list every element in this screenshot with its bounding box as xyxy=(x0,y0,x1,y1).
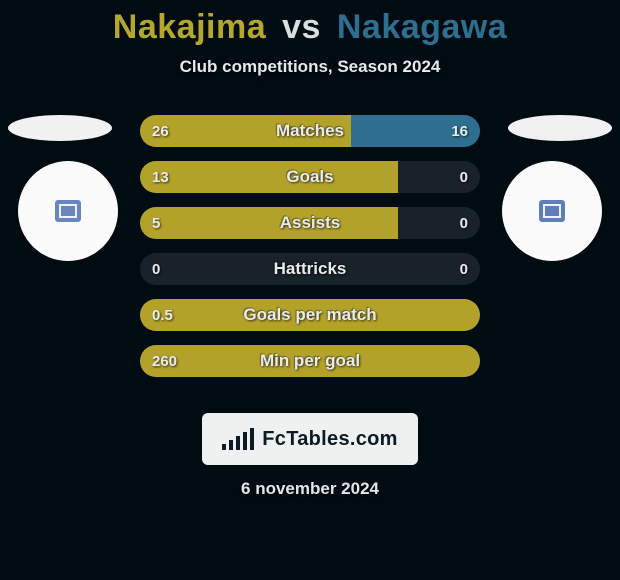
stat-row: 260Min per goal xyxy=(140,345,480,377)
left-player-badges xyxy=(0,115,130,395)
stat-bar-right xyxy=(351,115,480,147)
fctables-logo: FcTables.com xyxy=(202,413,418,465)
stat-row: 130Goals xyxy=(140,161,480,193)
logo-bars-icon xyxy=(222,428,254,450)
stat-bar-left xyxy=(140,161,398,193)
stat-bar-left xyxy=(140,115,351,147)
logo-text: FcTables.com xyxy=(262,428,398,451)
stat-row: 0.5Goals per match xyxy=(140,299,480,331)
date-label: 6 november 2024 xyxy=(0,479,620,499)
stat-value-left: 0 xyxy=(152,253,160,285)
stat-bar-left xyxy=(140,207,398,239)
comparison-title: Nakajima vs Nakagawa xyxy=(0,0,620,47)
stat-row: 2616Matches xyxy=(140,115,480,147)
stat-bar-left xyxy=(140,345,480,377)
vs-label: vs xyxy=(282,8,321,46)
right-flag-icon xyxy=(508,115,612,141)
left-club-badge-icon xyxy=(55,200,81,222)
right-player-badges xyxy=(490,115,620,395)
player1-name: Nakajima xyxy=(113,8,266,46)
stat-row: 0 0Hattricks xyxy=(140,253,480,285)
right-club-badge-icon xyxy=(539,200,565,222)
stat-value-right: 0 xyxy=(460,207,468,239)
stat-value-right: 0 xyxy=(460,253,468,285)
stat-label: Hattricks xyxy=(140,253,480,285)
stat-value-right: 0 xyxy=(460,161,468,193)
left-flag-icon xyxy=(8,115,112,141)
stat-bars: 2616Matches130Goals50Assists00Hattricks0… xyxy=(140,115,480,391)
player2-name: Nakagawa xyxy=(337,8,507,46)
subtitle: Club competitions, Season 2024 xyxy=(0,57,620,77)
left-club-circle xyxy=(18,161,118,261)
stat-row: 50Assists xyxy=(140,207,480,239)
stat-bar-left xyxy=(140,299,480,331)
comparison-chart: 2616Matches130Goals50Assists00Hattricks0… xyxy=(0,115,620,395)
right-club-circle xyxy=(502,161,602,261)
